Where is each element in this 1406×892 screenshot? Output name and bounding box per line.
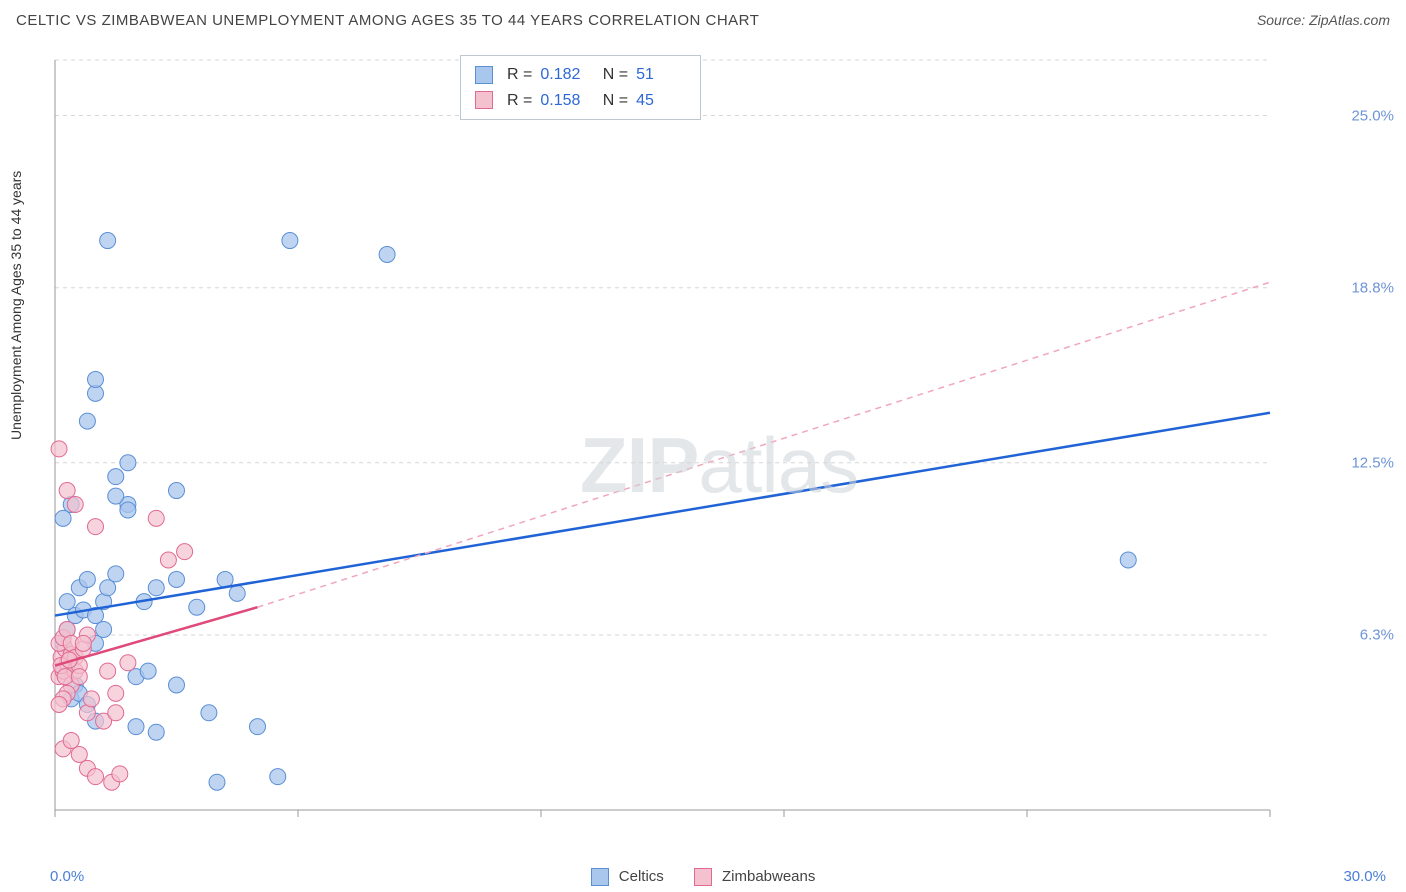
celtics-r-value: 0.182: [540, 62, 590, 88]
chart-title: CELTIC VS ZIMBABWEAN UNEMPLOYMENT AMONG …: [16, 12, 759, 29]
celtics-swatch-icon: [475, 66, 493, 84]
y-tick-label: 18.8%: [1351, 279, 1394, 296]
scatter-plot-svg: [50, 50, 1340, 840]
bottom-legend: 0.0% Celtics Zimbabweans 30.0%: [0, 868, 1406, 886]
zimbabweans-legend-label: Zimbabweans: [722, 868, 815, 885]
stats-row-celtics: R = 0.182 N = 51: [475, 62, 686, 88]
y-axis-label: Unemployment Among Ages 35 to 44 years: [8, 171, 24, 440]
zimbabweans-swatch-icon: [475, 91, 493, 109]
y-tick-label: 12.5%: [1351, 454, 1394, 471]
legend-item-celtics: Celtics: [591, 868, 664, 886]
legend-item-zimbabweans: Zimbabweans: [694, 868, 816, 886]
chart-header: CELTIC VS ZIMBABWEAN UNEMPLOYMENT AMONG …: [0, 0, 1406, 40]
celtics-legend-swatch-icon: [591, 868, 609, 886]
chart-plot-area: [50, 50, 1340, 840]
zimbabweans-r-value: 0.158: [540, 88, 590, 114]
zimbabweans-n-value: 45: [636, 88, 686, 114]
correlation-stats-box: R = 0.182 N = 51 R = 0.158 N = 45: [460, 55, 701, 120]
x-axis-max-label: 30.0%: [1343, 868, 1386, 885]
chart-source: Source: ZipAtlas.com: [1257, 12, 1390, 28]
x-axis-min-label: 0.0%: [50, 868, 84, 885]
celtics-n-value: 51: [636, 62, 686, 88]
y-tick-label: 25.0%: [1351, 107, 1394, 124]
y-tick-label: 6.3%: [1360, 627, 1394, 644]
celtics-legend-label: Celtics: [619, 868, 664, 885]
stats-row-zimbabweans: R = 0.158 N = 45: [475, 88, 686, 114]
zimbabweans-legend-swatch-icon: [694, 868, 712, 886]
